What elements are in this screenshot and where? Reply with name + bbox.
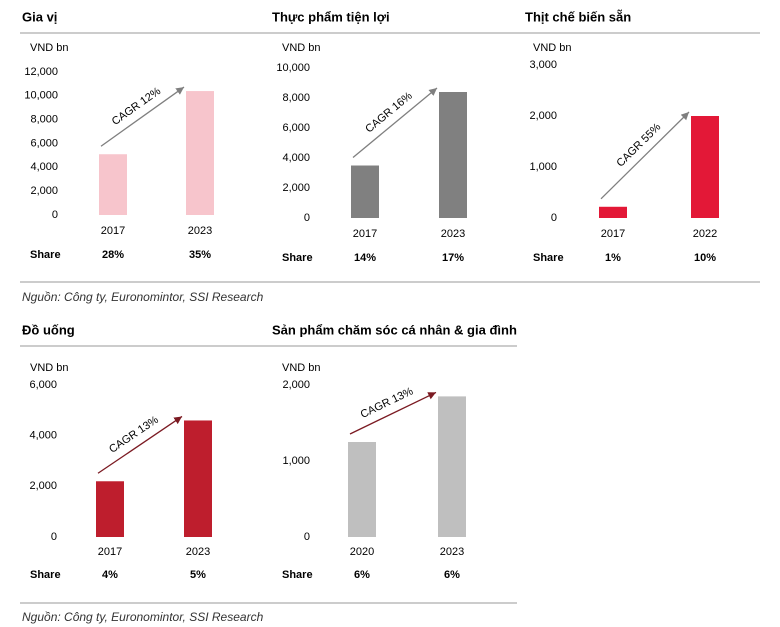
x-tick-label: 2017: [601, 228, 625, 240]
y-tick-label: 6,000: [282, 122, 310, 134]
y-tick-label: 0: [551, 212, 557, 224]
y-axis-label: VND bn: [533, 42, 572, 54]
share-value: 5%: [190, 569, 206, 581]
y-tick-label: 6,000: [29, 379, 57, 391]
y-tick-label: 2,000: [30, 185, 58, 197]
share-value: 4%: [102, 569, 118, 581]
y-tick-label: 0: [51, 531, 57, 543]
x-tick-label: 2023: [188, 225, 212, 237]
share-title: Share: [282, 569, 313, 581]
bar: [351, 165, 379, 218]
source: Nguồn: Công ty, Euronomintor, SSI Resear…: [22, 610, 264, 624]
y-tick-label: 1,000: [529, 161, 557, 173]
share-value: 6%: [354, 569, 370, 581]
share-title: Share: [30, 249, 61, 261]
cagr-arrow: [352, 87, 438, 159]
x-tick-label: 2020: [350, 546, 374, 558]
share-value: 6%: [444, 569, 460, 581]
cagr-arrow: [100, 86, 185, 147]
y-tick-label: 3,000: [529, 59, 557, 71]
y-tick-label: 12,000: [24, 66, 58, 78]
y-tick-label: 2,000: [29, 480, 57, 492]
y-tick-label: 2,000: [529, 110, 557, 122]
y-axis-label: VND bn: [282, 362, 321, 374]
y-tick-label: 2,000: [282, 379, 310, 391]
y-tick-label: 1,000: [282, 455, 310, 467]
x-tick-label: 2023: [441, 228, 465, 240]
bar: [96, 481, 124, 537]
x-tick-label: 2017: [98, 546, 122, 558]
bar: [348, 442, 376, 537]
share-title: Share: [533, 252, 564, 264]
y-axis-label: VND bn: [30, 42, 69, 54]
chart-title: Đồ uống: [22, 322, 75, 337]
y-axis-label: VND bn: [282, 42, 321, 54]
x-tick-label: 2022: [693, 228, 717, 240]
cagr-arrow: [349, 391, 437, 435]
y-tick-label: 4,000: [30, 161, 58, 173]
bar: [691, 116, 719, 218]
bar: [439, 92, 467, 218]
cagr-arrow: [600, 111, 690, 200]
bar: [438, 396, 466, 537]
chart-title: Sản phẩm chăm sóc cá nhân & gia đình: [272, 322, 517, 337]
x-tick-label: 2023: [440, 546, 464, 558]
x-tick-label: 2017: [101, 225, 125, 237]
y-tick-label: 4,000: [29, 430, 57, 442]
bar: [186, 91, 214, 215]
bar: [99, 154, 127, 215]
y-tick-label: 10,000: [24, 90, 58, 102]
y-tick-label: 2,000: [282, 182, 310, 194]
y-tick-label: 0: [52, 209, 58, 221]
bar: [184, 420, 212, 537]
share-title: Share: [282, 252, 313, 264]
y-tick-label: 4,000: [282, 152, 310, 164]
chart-title: Thực phẩm tiện lợi: [272, 9, 390, 24]
share-value: 14%: [354, 252, 376, 264]
chart-title: Gia vị: [22, 9, 57, 24]
x-tick-label: 2017: [353, 228, 377, 240]
share-value: 35%: [189, 249, 211, 261]
y-axis-label: VND bn: [30, 362, 69, 374]
share-value: 1%: [605, 252, 621, 264]
y-tick-label: 0: [304, 212, 310, 224]
y-tick-label: 10,000: [276, 62, 310, 74]
y-tick-label: 8,000: [282, 92, 310, 104]
cagr-arrow: [97, 415, 183, 474]
source: Nguồn: Công ty, Euronomintor, SSI Resear…: [22, 290, 264, 304]
y-tick-label: 0: [304, 531, 310, 543]
share-title: Share: [30, 569, 61, 581]
chart-title: Thịt chế biến sẵn: [525, 9, 631, 24]
share-value: 28%: [102, 249, 124, 261]
bar: [599, 206, 627, 218]
y-tick-label: 6,000: [30, 137, 58, 149]
share-value: 17%: [442, 252, 464, 264]
y-tick-label: 8,000: [30, 114, 58, 126]
x-tick-label: 2023: [186, 546, 210, 558]
share-value: 10%: [694, 252, 716, 264]
